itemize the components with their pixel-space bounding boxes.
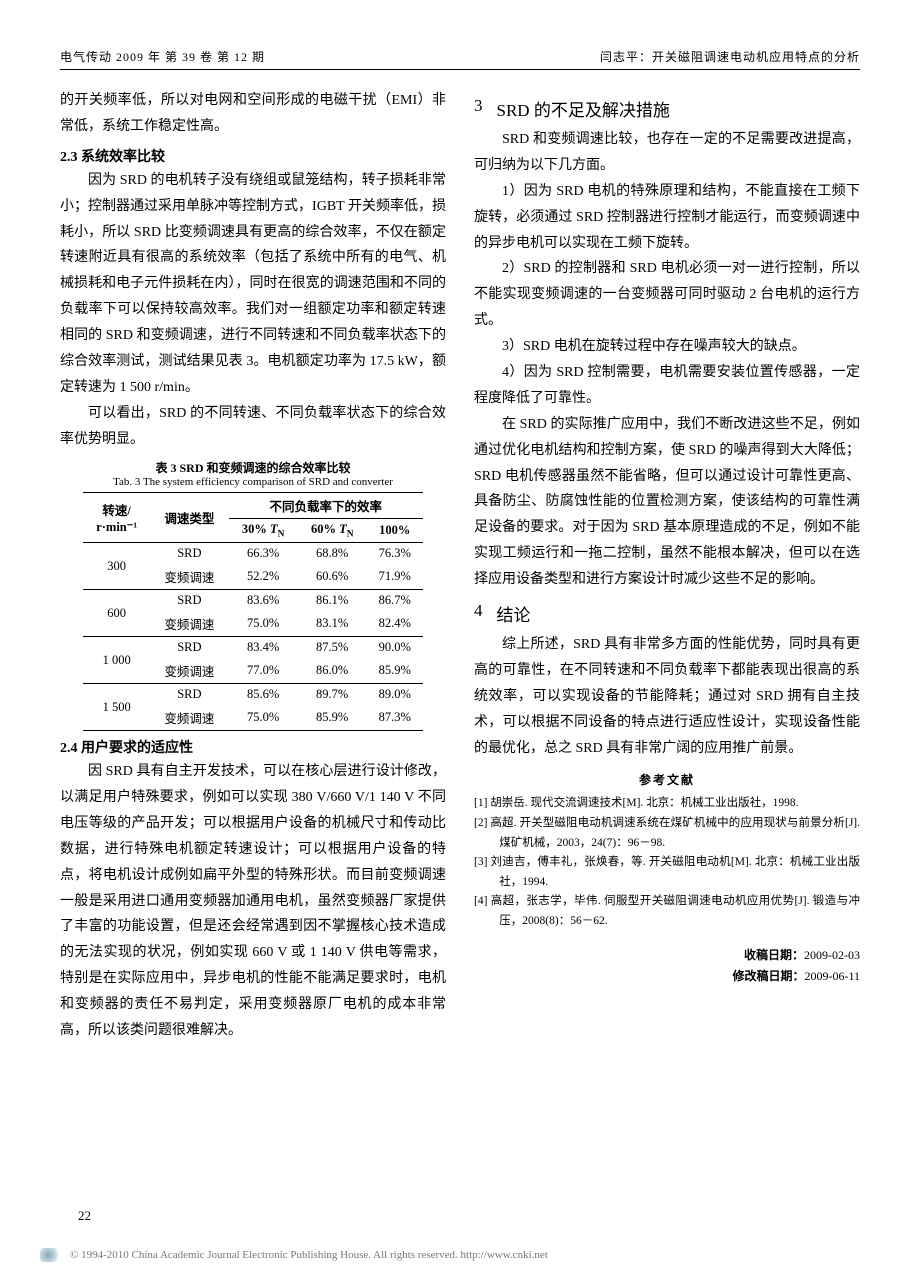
section-2-3-p1: 因为 SRD 的电机转子没有绕组或鼠笼结构，转子损耗非常小；控制器通过采用单脉冲… xyxy=(60,168,446,401)
cell-v-4-2: 90.0% xyxy=(367,637,423,659)
th-load: 不同负载率下的效率 xyxy=(229,492,423,518)
table-3-title-cn: 表 3 SRD 和变频调速的综合效率比较 xyxy=(60,459,446,476)
section-3-num: 3 xyxy=(474,96,483,121)
reference-4: [4] 高超，张志学，毕伟. 伺服型开关磁阻调速电动机应用优势[J]. 锻造与冲… xyxy=(474,892,860,931)
cell-v-3-1: 83.1% xyxy=(298,611,367,637)
cell-type-6: SRD xyxy=(150,684,229,706)
cell-type-5: 变频调速 xyxy=(150,658,229,684)
references-title: 参考文献 xyxy=(474,771,860,788)
cell-v-1-0: 52.2% xyxy=(229,564,298,590)
cell-v-2-2: 86.7% xyxy=(367,590,423,612)
cell-v-7-1: 85.9% xyxy=(298,705,367,731)
th-type: 调速类型 xyxy=(150,492,229,543)
th-col-1: 60% TN xyxy=(298,518,367,543)
section-2-4-p1: 因 SRD 具有自主开发技术，可以在核心层进行设计修改，以满足用户特殊要求，例如… xyxy=(60,759,446,1044)
cell-v-4-0: 83.4% xyxy=(229,637,298,659)
date-received-label: 收稿日期： xyxy=(744,948,804,962)
cell-v-6-2: 89.0% xyxy=(367,684,423,706)
cell-v-0-1: 68.8% xyxy=(298,543,367,565)
cell-v-3-0: 75.0% xyxy=(229,611,298,637)
section-2-3-title: 2.3 系统效率比较 xyxy=(60,146,446,166)
section-3-p4: 4）因为 SRD 控制需要，电机需要安装位置传感器，一定程度降低了可靠性。 xyxy=(474,360,860,412)
th-col-2: 100% xyxy=(367,518,423,543)
cell-v-2-1: 86.1% xyxy=(298,590,367,612)
section-3-p5: 在 SRD 的实际推广应用中，我们不断改进这些不足，例如通过优化电机结构和控制方… xyxy=(474,412,860,593)
section-3-title: SRD 的不足及解决措施 xyxy=(497,96,670,121)
cell-type-2: SRD xyxy=(150,590,229,612)
cell-v-6-1: 89.7% xyxy=(298,684,367,706)
header-left: 电气传动 2009 年 第 39 卷 第 12 期 xyxy=(60,48,265,65)
th-speed: 转速/ xyxy=(102,504,130,518)
section-4-title: 结论 xyxy=(497,601,531,626)
page-header: 电气传动 2009 年 第 39 卷 第 12 期 闫志平：开关磁阻调速电动机应… xyxy=(60,48,860,70)
section-3-p0: SRD 和变频调速比较，也存在一定的不足需要改进提高，可归纳为以下几方面。 xyxy=(474,127,860,179)
section-2-4-title: 2.4 用户要求的适应性 xyxy=(60,737,446,757)
two-column-layout: 的开关频率低，所以对电网和空间形成的电磁干扰（EMI）非常低，系统工作稳定性高。… xyxy=(60,88,860,1044)
page-number: 22 xyxy=(78,1208,91,1224)
cell-v-3-2: 82.4% xyxy=(367,611,423,637)
cell-v-7-2: 87.3% xyxy=(367,705,423,731)
cell-type-3: 变频调速 xyxy=(150,611,229,637)
cell-type-0: SRD xyxy=(150,543,229,565)
cell-speed-2: 600 xyxy=(83,590,150,637)
cnki-logo-icon xyxy=(40,1248,60,1262)
section-4-p1: 综上所述，SRD 具有非常多方面的性能优势，同时具有更高的可靠性，在不同转速和不… xyxy=(474,632,860,761)
date-revised: 2009-06-11 xyxy=(804,969,860,983)
cell-v-0-2: 76.3% xyxy=(367,543,423,565)
cell-v-6-0: 85.6% xyxy=(229,684,298,706)
efficiency-table: 转速/ r·min⁻¹ 调速类型 不同负载率下的效率 30% TN 60% TN… xyxy=(83,492,423,732)
cell-type-4: SRD xyxy=(150,637,229,659)
cell-speed-4: 1 000 xyxy=(83,637,150,684)
section-3-p3: 3）SRD 电机在旋转过程中存在噪声较大的缺点。 xyxy=(474,334,860,360)
section-2-3-p2: 可以看出，SRD 的不同转速、不同负载率状态下的综合效率优势明显。 xyxy=(60,401,446,453)
section-3-heading: 3 SRD 的不足及解决措施 xyxy=(474,96,860,121)
right-column: 3 SRD 的不足及解决措施 SRD 和变频调速比较，也存在一定的不足需要改进提… xyxy=(474,88,860,1044)
header-right: 闫志平：开关磁阻调速电动机应用特点的分析 xyxy=(600,48,860,65)
section-3-p2: 2）SRD 的控制器和 SRD 电机必须一对一进行控制，所以不能实现变频调速的一… xyxy=(474,256,860,334)
cell-type-1: 变频调速 xyxy=(150,564,229,590)
page-footer: © 1994-2010 China Academic Journal Elect… xyxy=(0,1248,920,1262)
cell-v-1-2: 71.9% xyxy=(367,564,423,590)
reference-3: [3] 刘迪吉，傅丰礼，张焕春，等. 开关磁阻电动机[M]. 北京：机械工业出版… xyxy=(474,853,860,892)
th-speed-unit: r·min⁻¹ xyxy=(96,520,137,534)
cell-v-5-1: 86.0% xyxy=(298,658,367,684)
cell-speed-6: 1 500 xyxy=(83,684,150,731)
cell-v-0-0: 66.3% xyxy=(229,543,298,565)
th-col-0: 30% TN xyxy=(229,518,298,543)
cell-v-2-0: 83.6% xyxy=(229,590,298,612)
left-column: 的开关频率低，所以对电网和空间形成的电磁干扰（EMI）非常低，系统工作稳定性高。… xyxy=(60,88,446,1044)
cell-v-5-2: 85.9% xyxy=(367,658,423,684)
intro-tail-paragraph: 的开关频率低，所以对电网和空间形成的电磁干扰（EMI）非常低，系统工作稳定性高。 xyxy=(60,88,446,140)
cell-speed-0: 300 xyxy=(83,543,150,590)
section-3-p1: 1）因为 SRD 电机的特殊原理和结构，不能直接在工频下旋转，必须通过 SRD … xyxy=(474,179,860,257)
section-4-heading: 4 结论 xyxy=(474,601,860,626)
date-revised-label: 修改稿日期： xyxy=(732,969,804,983)
cell-v-1-1: 60.6% xyxy=(298,564,367,590)
date-received: 2009-02-03 xyxy=(804,948,860,962)
cell-type-7: 变频调速 xyxy=(150,705,229,731)
reference-2: [2] 高超. 开关型磁阻电动机调速系统在煤矿机械中的应用现状与前景分析[J].… xyxy=(474,814,860,853)
section-4-num: 4 xyxy=(474,601,483,626)
cell-v-4-1: 87.5% xyxy=(298,637,367,659)
cell-v-5-0: 77.0% xyxy=(229,658,298,684)
reference-1: [1] 胡崇岳. 现代交流调速技术[M]. 北京：机械工业出版社，1998. xyxy=(474,794,860,814)
manuscript-dates: 收稿日期：2009-02-03 修改稿日期：2009-06-11 xyxy=(474,945,860,986)
footer-text: © 1994-2010 China Academic Journal Elect… xyxy=(70,1249,548,1261)
cell-v-7-0: 75.0% xyxy=(229,705,298,731)
table-3-title-en: Tab. 3 The system efficiency comparison … xyxy=(60,476,446,488)
